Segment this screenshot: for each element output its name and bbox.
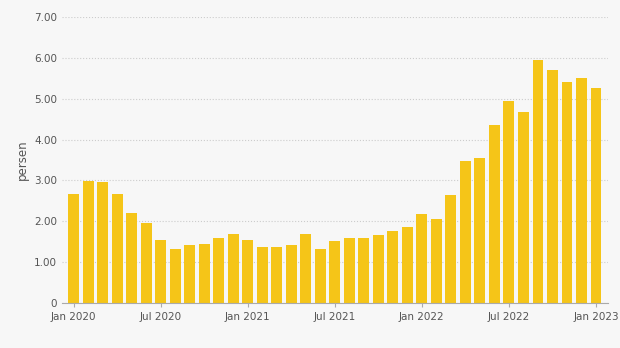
Bar xyxy=(503,101,515,303)
Bar xyxy=(329,241,340,303)
Bar xyxy=(489,125,500,303)
Bar xyxy=(562,82,572,303)
Bar xyxy=(358,238,370,303)
Bar xyxy=(141,223,152,303)
Bar xyxy=(315,248,326,303)
Bar xyxy=(82,181,94,303)
Bar xyxy=(112,194,123,303)
Bar xyxy=(344,238,355,303)
Bar xyxy=(170,249,180,303)
Bar xyxy=(126,213,137,303)
Bar xyxy=(213,238,224,303)
Bar xyxy=(474,158,485,303)
Bar xyxy=(257,246,268,303)
Bar xyxy=(272,247,282,303)
Bar xyxy=(576,78,587,303)
Bar xyxy=(445,195,456,303)
Bar xyxy=(68,193,79,303)
Bar xyxy=(300,234,311,303)
Bar xyxy=(228,234,239,303)
Bar xyxy=(155,240,166,303)
Bar xyxy=(184,245,195,303)
Bar xyxy=(547,70,558,303)
Bar xyxy=(460,161,471,303)
Bar xyxy=(533,60,543,303)
Bar xyxy=(518,112,529,303)
Bar xyxy=(286,245,297,303)
Bar xyxy=(417,214,427,303)
Bar xyxy=(402,227,413,303)
Bar xyxy=(199,244,210,303)
Bar xyxy=(373,235,384,303)
Bar xyxy=(591,87,601,303)
Y-axis label: persen: persen xyxy=(16,140,29,180)
Bar xyxy=(388,231,398,303)
Bar xyxy=(242,239,253,303)
Bar xyxy=(431,219,442,303)
Bar xyxy=(97,182,108,303)
